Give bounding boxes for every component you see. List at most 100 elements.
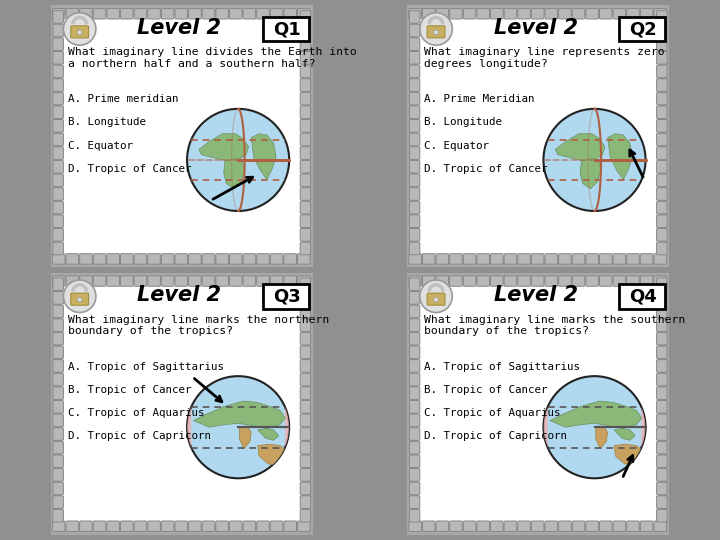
Polygon shape bbox=[555, 134, 605, 163]
Text: Q1: Q1 bbox=[273, 20, 300, 38]
FancyBboxPatch shape bbox=[134, 276, 147, 286]
FancyBboxPatch shape bbox=[53, 79, 63, 91]
FancyBboxPatch shape bbox=[297, 9, 310, 19]
FancyBboxPatch shape bbox=[175, 521, 188, 531]
FancyBboxPatch shape bbox=[410, 401, 420, 413]
Polygon shape bbox=[614, 429, 635, 440]
FancyBboxPatch shape bbox=[257, 521, 269, 531]
Circle shape bbox=[63, 13, 96, 45]
FancyBboxPatch shape bbox=[71, 293, 89, 305]
FancyBboxPatch shape bbox=[243, 9, 256, 19]
FancyBboxPatch shape bbox=[559, 521, 571, 531]
FancyBboxPatch shape bbox=[657, 228, 667, 241]
FancyBboxPatch shape bbox=[657, 292, 667, 304]
FancyBboxPatch shape bbox=[300, 387, 310, 400]
FancyBboxPatch shape bbox=[53, 414, 63, 427]
FancyBboxPatch shape bbox=[300, 292, 310, 304]
Polygon shape bbox=[544, 376, 646, 448]
FancyBboxPatch shape bbox=[518, 9, 531, 19]
FancyBboxPatch shape bbox=[53, 160, 63, 173]
FancyBboxPatch shape bbox=[53, 11, 63, 23]
FancyBboxPatch shape bbox=[545, 521, 557, 531]
FancyBboxPatch shape bbox=[410, 414, 420, 427]
FancyBboxPatch shape bbox=[120, 276, 133, 286]
FancyBboxPatch shape bbox=[504, 521, 517, 531]
FancyBboxPatch shape bbox=[53, 373, 63, 386]
FancyBboxPatch shape bbox=[410, 11, 420, 23]
FancyBboxPatch shape bbox=[230, 276, 242, 286]
FancyBboxPatch shape bbox=[572, 276, 585, 286]
FancyBboxPatch shape bbox=[657, 428, 667, 440]
FancyBboxPatch shape bbox=[518, 521, 531, 531]
FancyBboxPatch shape bbox=[410, 333, 420, 345]
FancyBboxPatch shape bbox=[450, 254, 462, 264]
FancyBboxPatch shape bbox=[134, 521, 147, 531]
Circle shape bbox=[420, 280, 452, 313]
Text: Q2: Q2 bbox=[629, 20, 657, 38]
FancyBboxPatch shape bbox=[410, 92, 420, 105]
FancyBboxPatch shape bbox=[66, 9, 78, 19]
Text: A. Tropic of Sagittarius: A. Tropic of Sagittarius bbox=[68, 362, 224, 372]
FancyBboxPatch shape bbox=[53, 292, 63, 304]
FancyBboxPatch shape bbox=[657, 11, 667, 23]
FancyBboxPatch shape bbox=[427, 293, 445, 305]
FancyBboxPatch shape bbox=[613, 254, 626, 264]
FancyBboxPatch shape bbox=[531, 9, 544, 19]
FancyBboxPatch shape bbox=[654, 9, 667, 19]
FancyBboxPatch shape bbox=[53, 278, 63, 291]
FancyBboxPatch shape bbox=[297, 276, 310, 286]
Text: D. Tropic of Cancer: D. Tropic of Cancer bbox=[68, 164, 192, 173]
FancyBboxPatch shape bbox=[518, 276, 531, 286]
FancyBboxPatch shape bbox=[409, 254, 421, 264]
FancyBboxPatch shape bbox=[107, 254, 120, 264]
FancyBboxPatch shape bbox=[657, 319, 667, 332]
FancyBboxPatch shape bbox=[300, 160, 310, 173]
FancyBboxPatch shape bbox=[418, 283, 659, 524]
FancyBboxPatch shape bbox=[230, 521, 242, 531]
FancyBboxPatch shape bbox=[410, 428, 420, 440]
FancyBboxPatch shape bbox=[410, 38, 420, 50]
FancyBboxPatch shape bbox=[297, 521, 310, 531]
FancyBboxPatch shape bbox=[410, 65, 420, 78]
FancyBboxPatch shape bbox=[53, 276, 65, 286]
FancyBboxPatch shape bbox=[300, 147, 310, 159]
FancyBboxPatch shape bbox=[257, 254, 269, 264]
FancyBboxPatch shape bbox=[300, 188, 310, 200]
Text: C. Tropic of Aquarius: C. Tropic of Aquarius bbox=[68, 408, 204, 418]
FancyBboxPatch shape bbox=[120, 254, 133, 264]
FancyBboxPatch shape bbox=[300, 305, 310, 318]
FancyBboxPatch shape bbox=[53, 469, 63, 481]
FancyBboxPatch shape bbox=[409, 521, 421, 531]
Text: Q3: Q3 bbox=[273, 287, 300, 306]
FancyBboxPatch shape bbox=[148, 276, 161, 286]
Polygon shape bbox=[580, 159, 601, 189]
FancyBboxPatch shape bbox=[53, 119, 63, 132]
FancyBboxPatch shape bbox=[490, 521, 503, 531]
FancyBboxPatch shape bbox=[175, 254, 188, 264]
FancyBboxPatch shape bbox=[202, 521, 215, 531]
FancyBboxPatch shape bbox=[410, 201, 420, 214]
FancyBboxPatch shape bbox=[477, 254, 490, 264]
FancyBboxPatch shape bbox=[284, 521, 297, 531]
FancyBboxPatch shape bbox=[148, 9, 161, 19]
FancyBboxPatch shape bbox=[189, 9, 201, 19]
FancyBboxPatch shape bbox=[300, 455, 310, 468]
FancyBboxPatch shape bbox=[243, 521, 256, 531]
FancyBboxPatch shape bbox=[53, 242, 63, 255]
FancyBboxPatch shape bbox=[107, 276, 120, 286]
FancyBboxPatch shape bbox=[300, 346, 310, 359]
Circle shape bbox=[433, 298, 438, 302]
FancyBboxPatch shape bbox=[300, 242, 310, 255]
FancyBboxPatch shape bbox=[410, 319, 420, 332]
FancyBboxPatch shape bbox=[257, 276, 269, 286]
FancyBboxPatch shape bbox=[270, 9, 283, 19]
FancyBboxPatch shape bbox=[559, 9, 571, 19]
FancyBboxPatch shape bbox=[284, 9, 297, 19]
FancyBboxPatch shape bbox=[300, 496, 310, 509]
FancyBboxPatch shape bbox=[410, 174, 420, 187]
FancyBboxPatch shape bbox=[613, 9, 626, 19]
FancyBboxPatch shape bbox=[619, 17, 665, 41]
FancyBboxPatch shape bbox=[657, 278, 667, 291]
FancyBboxPatch shape bbox=[600, 254, 612, 264]
FancyBboxPatch shape bbox=[300, 441, 310, 454]
